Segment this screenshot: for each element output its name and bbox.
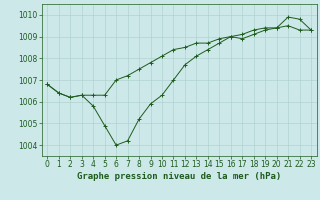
X-axis label: Graphe pression niveau de la mer (hPa): Graphe pression niveau de la mer (hPa) xyxy=(77,172,281,181)
